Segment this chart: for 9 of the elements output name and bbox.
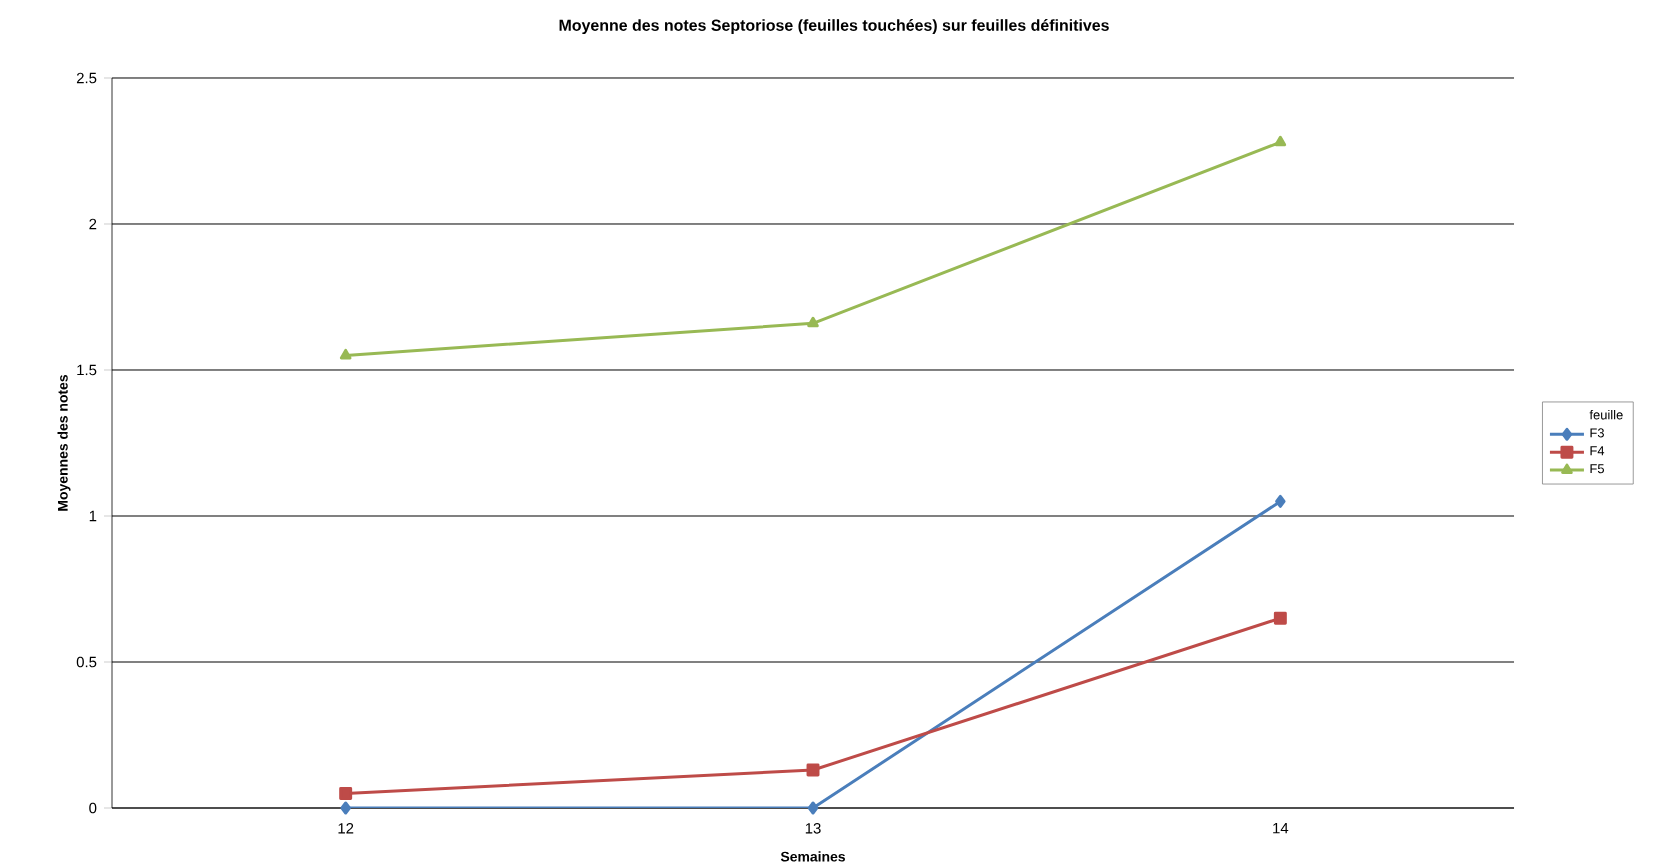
point <box>806 763 820 777</box>
point <box>1275 494 1286 508</box>
point <box>340 801 351 815</box>
point <box>1273 611 1287 625</box>
point <box>807 801 819 815</box>
point <box>339 348 352 360</box>
point <box>807 316 819 328</box>
point <box>339 786 353 800</box>
point <box>1274 135 1287 147</box>
